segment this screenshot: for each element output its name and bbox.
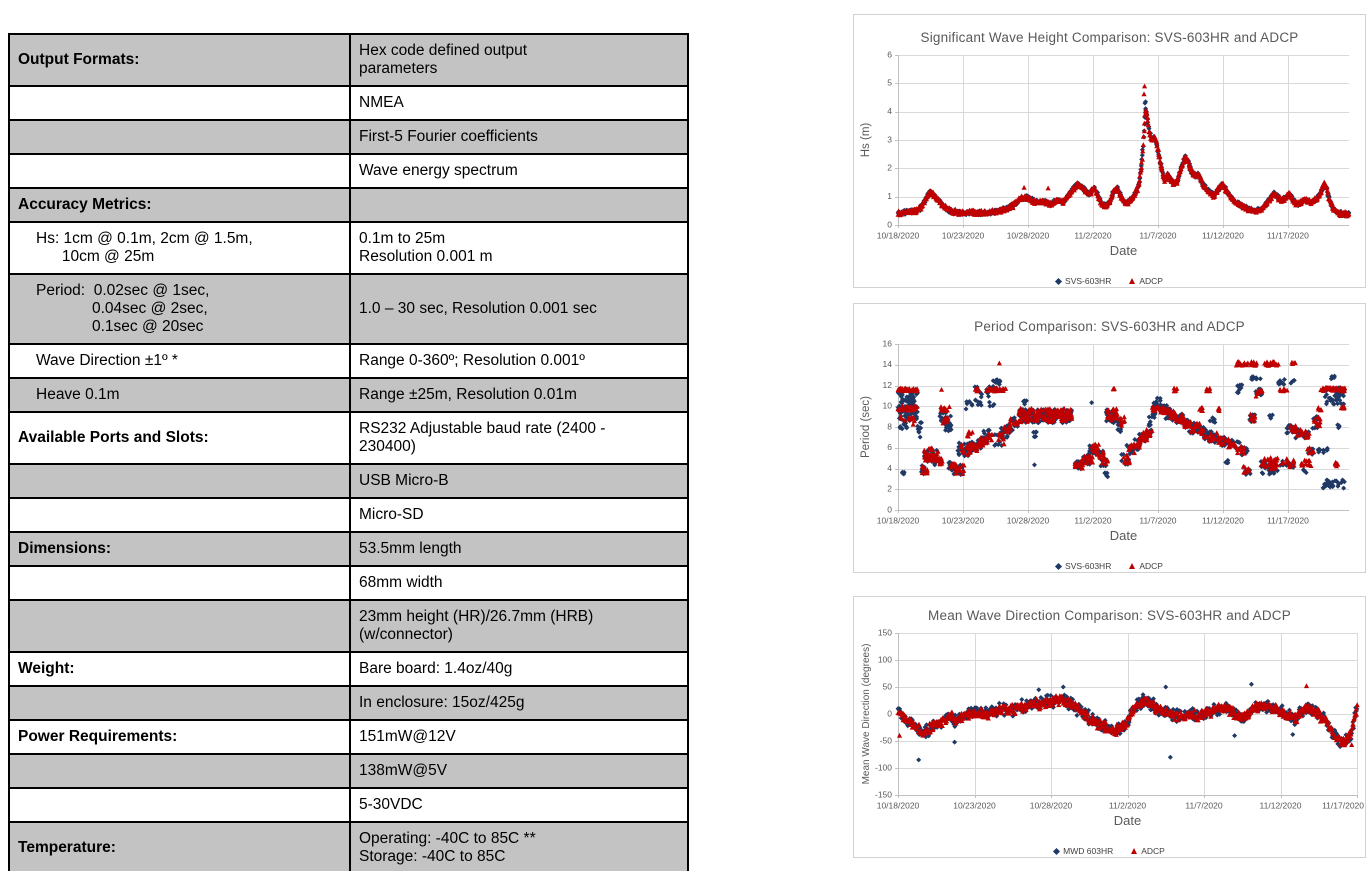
spec-label-cell bbox=[8, 685, 351, 721]
legend-item: ADCP bbox=[1129, 276, 1163, 286]
spec-label-cell: Accuracy Metrics: bbox=[8, 187, 351, 223]
table-row: First-5 Fourier coefficients bbox=[8, 119, 689, 155]
spec-section: Output Formats: Hex code defined output p… bbox=[8, 33, 689, 871]
spec-value-cell: 5-30VDC bbox=[349, 787, 689, 823]
spec-value-cell: 1.0 – 30 sec, Resolution 0.001 sec bbox=[349, 273, 689, 345]
chart-title: Mean Wave Direction Comparison: SVS-603H… bbox=[928, 608, 1291, 623]
spec-label-cell bbox=[8, 119, 351, 155]
mean-wave-direction-scatter-plot bbox=[854, 625, 1365, 835]
legend-item: SVS-603HR bbox=[1054, 276, 1111, 286]
spec-value-cell: 0.1m to 25m Resolution 0.001 m bbox=[349, 221, 689, 275]
spec-label-cell bbox=[8, 599, 351, 653]
spec-label-cell bbox=[8, 85, 351, 121]
spec-label-cell: Weight: bbox=[8, 651, 351, 687]
table-row: Dimensions: 53.5mm length bbox=[8, 531, 689, 567]
spec-label-cell bbox=[8, 497, 351, 533]
spec-value-cell: 138mW@5V bbox=[349, 753, 689, 789]
spec-label-cell: Available Ports and Slots: bbox=[8, 411, 351, 465]
table-row: Power Requirements: 151mW@12V bbox=[8, 719, 689, 755]
spec-label-cell bbox=[8, 565, 351, 601]
chart-panel-wave-height: Significant Wave Height Comparison: SVS-… bbox=[853, 14, 1366, 288]
spec-value-cell: Range 0-360º; Resolution 0.001º bbox=[349, 343, 689, 379]
legend: SVS-603HR ADCP bbox=[854, 270, 1365, 292]
spec-label-cell: Dimensions: bbox=[8, 531, 351, 567]
spec-value-cell: 68mm width bbox=[349, 565, 689, 601]
spec-label-cell: Period: 0.02sec @ 1sec, 0.04sec @ 2sec, … bbox=[8, 273, 351, 345]
table-row: NMEA bbox=[8, 85, 689, 121]
legend-item: SVS-603HR bbox=[1054, 561, 1111, 571]
triangle-marker-icon bbox=[1129, 278, 1136, 284]
spec-value-cell: Wave energy spectrum bbox=[349, 153, 689, 189]
legend-item: ADCP bbox=[1131, 846, 1165, 856]
table-row: Wave energy spectrum bbox=[8, 153, 689, 189]
spec-value-cell: 53.5mm length bbox=[349, 531, 689, 567]
spec-label-cell bbox=[8, 153, 351, 189]
table-row: Hs: 1cm @ 0.1m, 2cm @ 1.5m, 10cm @ 25m 0.… bbox=[8, 221, 689, 275]
spec-value-cell: RS232 Adjustable baud rate (2400 - 23040… bbox=[349, 411, 689, 465]
diamond-marker-icon bbox=[1053, 847, 1061, 855]
table-row: 138mW@5V bbox=[8, 753, 689, 789]
spec-label-cell: Output Formats: bbox=[8, 33, 351, 87]
table-row: Heave 0.1m Range ±25m, Resolution 0.01m bbox=[8, 377, 689, 413]
diamond-marker-icon bbox=[1054, 277, 1063, 285]
spec-value-cell: In enclosure: 15oz/425g bbox=[349, 685, 689, 721]
table-row: USB Micro-B bbox=[8, 463, 689, 499]
diamond-marker-icon bbox=[1054, 562, 1063, 570]
chart-title: Significant Wave Height Comparison: SVS-… bbox=[920, 30, 1299, 45]
triangle-marker-icon bbox=[1129, 563, 1136, 569]
table-row: Available Ports and Slots: RS232 Adjustab… bbox=[8, 411, 689, 465]
spec-table: Output Formats: Hex code defined output p… bbox=[8, 33, 689, 871]
table-row: Period: 0.02sec @ 1sec, 0.04sec @ 2sec, … bbox=[8, 273, 689, 345]
table-row: Output Formats: Hex code defined output p… bbox=[8, 33, 689, 87]
table-row: Micro-SD bbox=[8, 497, 689, 533]
legend: MWD 603HR ADCP bbox=[854, 840, 1365, 862]
spec-value-cell: First-5 Fourier coefficients bbox=[349, 119, 689, 155]
table-row: In enclosure: 15oz/425g bbox=[8, 685, 689, 721]
table-row: 23mm height (HR)/26.7mm (HRB) (w/connect… bbox=[8, 599, 689, 653]
spec-value-cell: Hex code defined output parameters bbox=[349, 33, 689, 87]
table-row: Accuracy Metrics: bbox=[8, 187, 689, 223]
spec-label-cell: Power Requirements: bbox=[8, 719, 351, 755]
table-row: 5-30VDC bbox=[8, 787, 689, 823]
spec-value-cell: 23mm height (HR)/26.7mm (HRB) (w/connect… bbox=[349, 599, 689, 653]
legend: SVS-603HR ADCP bbox=[854, 555, 1365, 577]
chart-title: Period Comparison: SVS-603HR and ADCP bbox=[974, 319, 1245, 334]
spec-value-cell: Micro-SD bbox=[349, 497, 689, 533]
table-row: Weight: Bare board: 1.4oz/40g bbox=[8, 651, 689, 687]
spec-label-cell bbox=[8, 753, 351, 789]
spec-value-cell bbox=[349, 187, 689, 223]
wave-height-scatter-plot bbox=[854, 47, 1365, 265]
spec-value-cell: USB Micro-B bbox=[349, 463, 689, 499]
spec-value-cell: Range ±25m, Resolution 0.01m bbox=[349, 377, 689, 413]
spec-label-cell: Hs: 1cm @ 0.1m, 2cm @ 1.5m, 10cm @ 25m bbox=[8, 221, 351, 275]
table-row: Temperature: Operating: -40C to 85C ** St… bbox=[8, 821, 689, 871]
chart-panel-mean-wave-direction: Mean Wave Direction Comparison: SVS-603H… bbox=[853, 596, 1366, 858]
triangle-marker-icon bbox=[1131, 848, 1138, 854]
spec-value-cell: NMEA bbox=[349, 85, 689, 121]
spec-value-cell: Operating: -40C to 85C ** Storage: -40C … bbox=[349, 821, 689, 871]
spec-label-cell: Heave 0.1m bbox=[8, 377, 351, 413]
spec-label-cell: Temperature: bbox=[8, 821, 351, 871]
legend-item: MWD 603HR bbox=[1053, 846, 1113, 856]
spec-label-cell: Wave Direction ±1º * bbox=[8, 343, 351, 379]
legend-item: ADCP bbox=[1129, 561, 1163, 571]
table-row: 68mm width bbox=[8, 565, 689, 601]
spec-label-cell bbox=[8, 787, 351, 823]
period-scatter-plot bbox=[854, 336, 1365, 550]
chart-panel-period: Period Comparison: SVS-603HR and ADCP SV… bbox=[853, 303, 1366, 573]
table-row: Wave Direction ±1º * Range 0-360º; Resolu… bbox=[8, 343, 689, 379]
spec-label-cell bbox=[8, 463, 351, 499]
spec-value-cell: Bare board: 1.4oz/40g bbox=[349, 651, 689, 687]
spec-value-cell: 151mW@12V bbox=[349, 719, 689, 755]
